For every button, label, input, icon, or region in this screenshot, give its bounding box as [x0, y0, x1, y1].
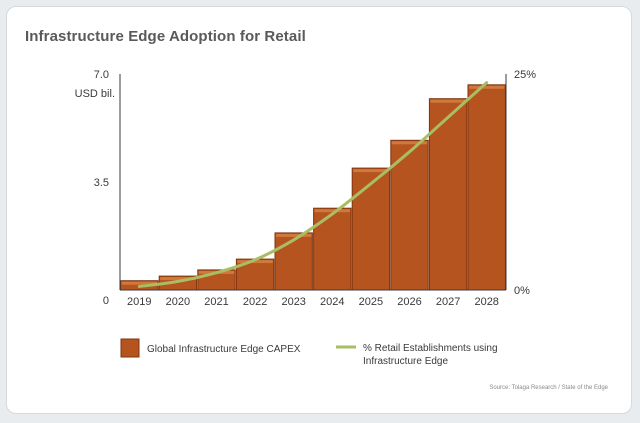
legend-line-label-1: % Retail Establishments using	[363, 343, 498, 354]
bar-top-highlight-2019	[121, 281, 157, 285]
x-tick-2027: 2027	[436, 296, 460, 308]
y-tick-left-1: 3.5	[94, 177, 109, 189]
bar-2024	[313, 207, 352, 291]
y-tick-left-0: 7.0	[94, 69, 109, 81]
bar-top-highlight-2020	[160, 277, 196, 281]
legend-bar-label: Global Infrastructure Edge CAPEX	[147, 344, 301, 355]
x-tick-2020: 2020	[166, 296, 190, 308]
x-tick-2023: 2023	[281, 296, 305, 308]
source-note: Source: Tolaga Research / State of the E…	[489, 385, 608, 391]
y-tick-left-2: 0	[103, 295, 109, 307]
bar-top-highlight-2023	[276, 233, 312, 237]
legend-line-label-2: Infrastructure Edge	[363, 356, 448, 367]
y-axis-unit-label: USD bil.	[75, 88, 115, 100]
x-tick-2024: 2024	[320, 296, 344, 308]
x-tick-2026: 2026	[397, 296, 421, 308]
bar-top-highlight-2024	[314, 209, 350, 213]
x-tick-2025: 2025	[359, 296, 383, 308]
retail-adoption-line	[137, 81, 489, 288]
bar-2026	[390, 139, 429, 291]
bar-top-highlight-2028	[469, 85, 505, 89]
x-tick-2022: 2022	[243, 296, 267, 308]
x-tick-2021: 2021	[204, 296, 228, 308]
bar-2023	[274, 232, 313, 291]
chart-title: Infrastructure Edge Adoption for Retail	[25, 28, 306, 45]
bar-2027	[428, 98, 468, 291]
bar-top-highlight-2027	[430, 99, 466, 103]
bar-2025	[351, 167, 391, 291]
bar-top-highlight-2022	[237, 260, 273, 264]
bar-top-highlight-2025	[353, 169, 389, 173]
x-tick-2028: 2028	[474, 296, 498, 308]
legend-bar-swatch	[120, 338, 140, 358]
y-tick-right-0: 25%	[514, 69, 536, 81]
x-tick-2019: 2019	[127, 296, 151, 308]
y-tick-right-1: 0%	[514, 285, 530, 297]
bar-top-highlight-2026	[391, 141, 428, 145]
bar-2028	[467, 84, 506, 291]
